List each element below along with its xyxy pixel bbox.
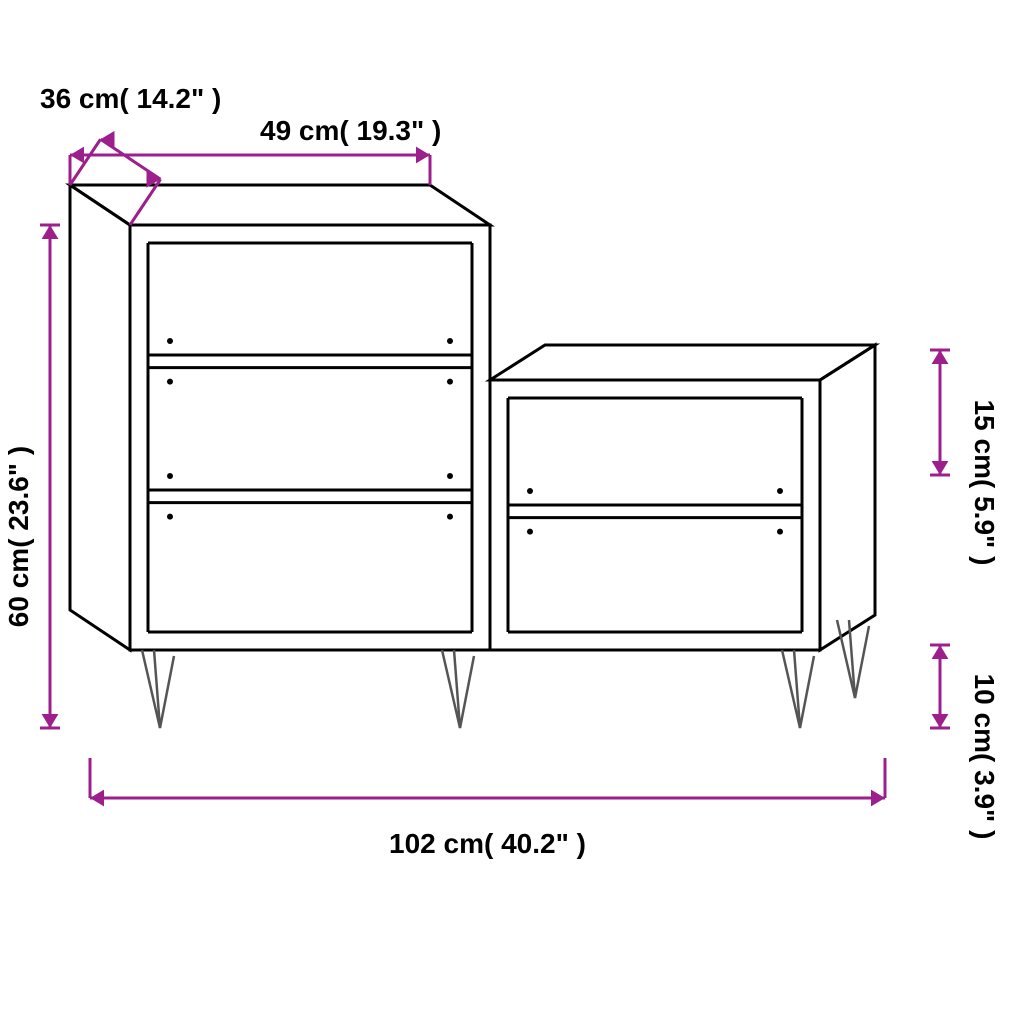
furniture-drawing: [130, 225, 820, 650]
dim-shelf-h-v: 15 cm( 5.9" ): [969, 400, 1000, 566]
dim-height: 60 cm( 23.6" ): [3, 446, 34, 627]
dim-depth: 36 cm( 14.2" ): [40, 83, 221, 114]
dim-total-width: 102 cm( 40.2" ): [389, 828, 586, 859]
dim-leg-h: 10 cm( 3.9" ): [969, 674, 1000, 840]
dim-top-width: 49 cm( 19.3" ): [260, 115, 441, 146]
